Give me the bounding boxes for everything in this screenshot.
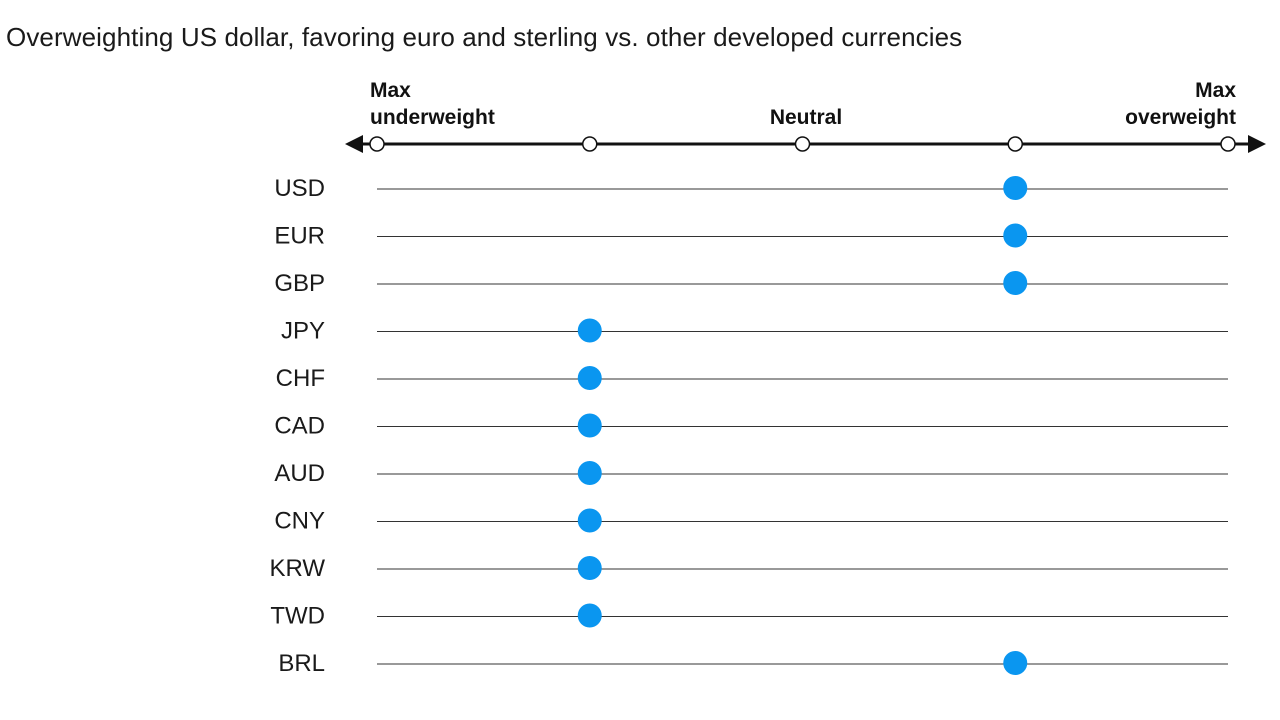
currency-row: JPY (281, 318, 1228, 345)
chart-title: Overweighting US dollar, favoring euro a… (6, 22, 963, 52)
position-marker (1003, 176, 1028, 200)
scale-axis (345, 135, 1266, 153)
currency-label: CHF (276, 365, 325, 392)
position-marker (577, 508, 602, 533)
currency-label: AUD (274, 460, 325, 487)
neutral-label: Neutral (770, 106, 842, 129)
position-marker (577, 461, 602, 485)
currency-label: CAD (274, 413, 325, 440)
position-marker (577, 366, 602, 390)
currency-rows: USD EUR GBP JPY CHF CAD AUD CNY KRW TWD BRL (269, 175, 1228, 677)
currency-label: TWD (270, 603, 325, 630)
currency-label: GBP (274, 270, 325, 297)
scale-labels: Max underweight Neutral Max overweight (370, 79, 1236, 129)
left-arrow-icon (345, 135, 363, 153)
position-marker (1003, 223, 1028, 248)
currency-row: AUD (274, 460, 1228, 487)
currency-label: BRL (278, 650, 325, 677)
currency-row: USD (274, 175, 1228, 202)
position-marker (577, 556, 602, 580)
scale-ticks (369, 136, 1236, 152)
currency-row: GBP (274, 270, 1228, 297)
position-marker (577, 603, 602, 628)
scale-tick-marker (794, 136, 811, 152)
currency-row: CHF (276, 365, 1228, 392)
position-marker (577, 413, 602, 438)
currency-label: CNY (274, 508, 325, 535)
position-marker (1003, 651, 1028, 675)
max-underweight-label-line1: Max (370, 79, 411, 102)
scale-tick-marker (582, 136, 598, 152)
currency-label: USD (274, 175, 325, 202)
scale-tick-marker (369, 136, 385, 152)
currency-row: CAD (274, 413, 1228, 440)
currency-label: JPY (281, 318, 325, 345)
max-underweight-label-line2: underweight (370, 106, 495, 129)
max-overweight-label-line2: overweight (1125, 106, 1236, 129)
position-marker (577, 318, 602, 343)
scale-tick-marker (1007, 136, 1023, 152)
right-arrow-icon (1248, 135, 1266, 153)
max-overweight-label-line1: Max (1195, 79, 1236, 102)
position-marker (1003, 271, 1028, 295)
currency-row: BRL (278, 650, 1228, 677)
currency-row: KRW (269, 555, 1228, 582)
currency-label: KRW (269, 555, 325, 582)
currency-label: EUR (274, 223, 325, 250)
currency-row: EUR (274, 223, 1228, 250)
scale-tick-marker (1220, 136, 1236, 152)
currency-row: CNY (274, 508, 1228, 535)
currency-row: TWD (270, 603, 1228, 630)
